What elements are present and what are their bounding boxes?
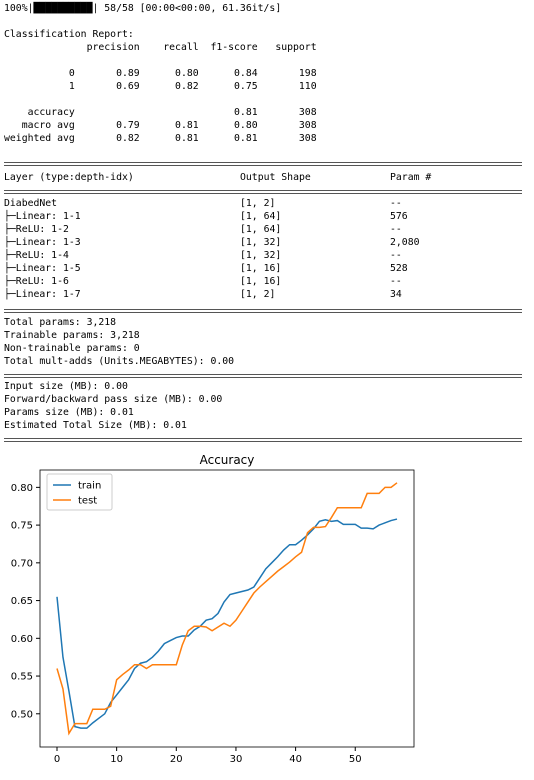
summary-cell: 576	[390, 211, 408, 222]
y-tick-label: 0.60	[11, 634, 33, 645]
y-tick-label: 0.80	[11, 483, 33, 494]
x-tick-label: 30	[230, 754, 243, 765]
y-tick-label: 0.55	[11, 672, 33, 683]
report-line: precision recall f1-score support	[4, 42, 317, 53]
summary-cell: [1, 16]	[240, 276, 282, 287]
legend-label: train	[78, 481, 101, 492]
legend-box	[46, 473, 113, 511]
summary-cell: ├─Linear: 1-7	[4, 289, 81, 300]
summary-header: Layer (type:depth-idx)	[4, 172, 134, 183]
summary-cell: [1, 16]	[240, 263, 282, 274]
y-tick-label: 0.75	[11, 521, 33, 532]
summary-cell: --	[390, 198, 402, 209]
summary-cell: [1, 32]	[240, 250, 282, 261]
x-tick-label: 40	[289, 754, 302, 765]
separator	[4, 162, 522, 166]
report-line: macro avg 0.79 0.81 0.80 308	[4, 120, 317, 131]
summary-cell: --	[390, 224, 402, 235]
summary-cell: ├─Linear: 1-5	[4, 263, 81, 274]
chart-title: Accuracy	[200, 453, 255, 467]
summary-cell: --	[390, 250, 402, 261]
summary-size: Forward/backward pass size (MB): 0.00	[4, 394, 223, 405]
summary-total: Total mult-adds (Units.MEGABYTES): 0.00	[4, 356, 235, 367]
summary-cell: ├─ReLU: 1-6	[4, 276, 69, 287]
progress-bar: 100%|██████████| 58/58 [00:00<00:00, 61.…	[4, 3, 282, 14]
summary-size: Input size (MB): 0.00	[4, 381, 128, 392]
summary-cell: --	[390, 276, 402, 287]
summary-cell: [1, 64]	[240, 224, 282, 235]
summary-cell: 34	[390, 289, 402, 300]
report-line: Classification Report:	[4, 29, 134, 40]
separator	[4, 374, 522, 378]
summary-cell: ├─Linear: 1-3	[4, 237, 81, 248]
summary-header: Output Shape	[240, 172, 311, 183]
summary-cell: DiabedNet	[4, 198, 58, 209]
line-series	[56, 518, 398, 729]
axes-frame	[39, 469, 415, 748]
summary-cell: 528	[390, 263, 408, 274]
summary-header: Param #	[390, 172, 432, 183]
summary-total: Total params: 3,218	[4, 317, 117, 328]
y-tick-label: 0.65	[11, 596, 33, 607]
summary-total: Trainable params: 3,218	[4, 330, 140, 341]
separator	[4, 190, 522, 194]
line-series	[56, 482, 398, 736]
summary-cell: [1, 2]	[240, 198, 276, 209]
summary-size: Estimated Total Size (MB): 0.01	[4, 420, 187, 431]
x-tick-label: 50	[349, 754, 362, 765]
report-line: accuracy 0.81 308	[4, 107, 317, 118]
summary-total: Non-trainable params: 0	[4, 343, 140, 354]
summary-cell: [1, 2]	[240, 289, 276, 300]
summary-cell: ├─ReLU: 1-2	[4, 224, 69, 235]
report-line: 1 0.69 0.82 0.75 110	[4, 81, 317, 92]
report-line: 0 0.89 0.80 0.84 198	[4, 68, 317, 79]
separator	[4, 309, 522, 313]
y-tick-label: 0.50	[11, 709, 33, 720]
summary-cell: [1, 32]	[240, 237, 282, 248]
summary-cell: ├─ReLU: 1-4	[4, 250, 69, 261]
x-tick-label: 0	[54, 754, 60, 765]
separator	[4, 438, 522, 442]
x-tick-label: 10	[110, 754, 123, 765]
summary-size: Params size (MB): 0.01	[4, 407, 134, 418]
y-tick-label: 0.70	[11, 558, 33, 569]
report-line: weighted avg 0.82 0.81 0.81 308	[4, 133, 317, 144]
legend-label: test	[78, 496, 97, 507]
x-tick-label: 20	[170, 754, 183, 765]
summary-cell: ├─Linear: 1-1	[4, 211, 81, 222]
summary-cell: 2,080	[390, 237, 420, 248]
summary-cell: [1, 64]	[240, 211, 282, 222]
